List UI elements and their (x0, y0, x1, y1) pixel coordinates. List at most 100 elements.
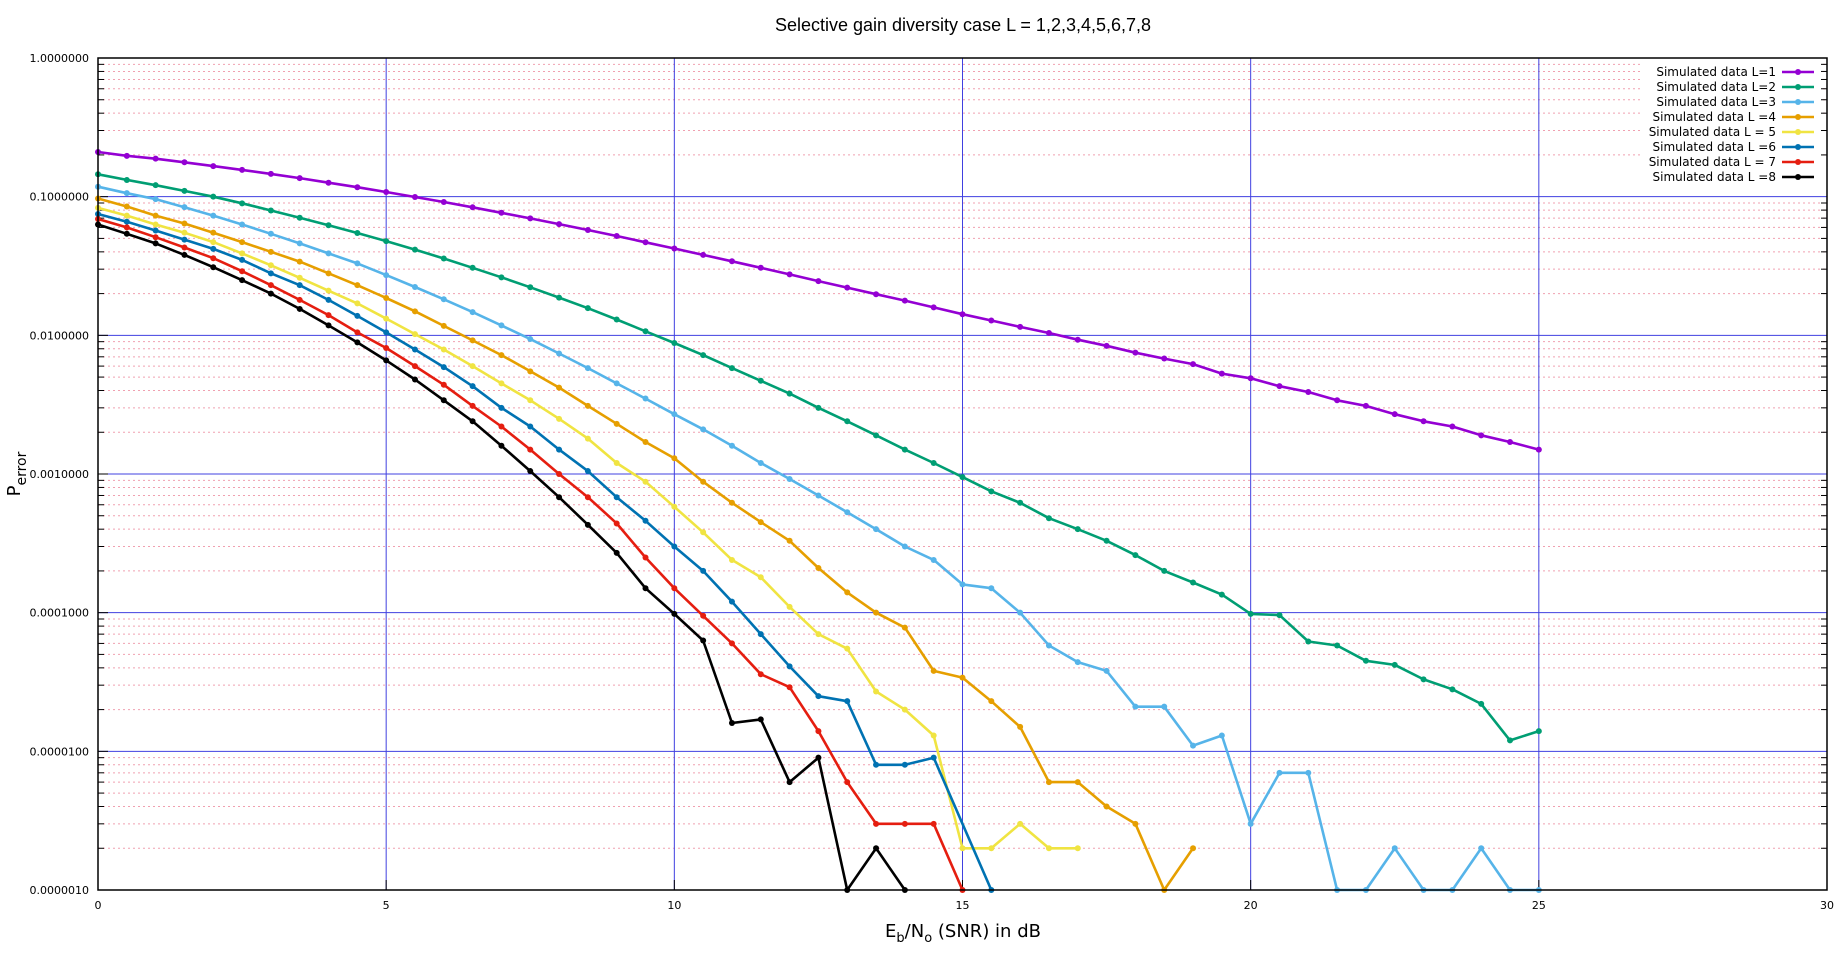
data-point (844, 509, 851, 516)
data-point (267, 248, 274, 255)
data-point (786, 537, 793, 544)
data-point (123, 212, 130, 219)
data-point (757, 716, 764, 723)
data-point (786, 684, 793, 691)
data-point (1507, 737, 1514, 744)
data-point (325, 312, 332, 319)
data-point (1218, 591, 1225, 598)
data-point (786, 390, 793, 397)
data-point (1478, 700, 1485, 707)
data-point (498, 209, 505, 216)
data-point (671, 245, 678, 252)
data-point (152, 240, 159, 247)
data-point (700, 426, 707, 433)
data-point (152, 212, 159, 219)
legend-marker (1795, 69, 1801, 75)
data-point (1507, 439, 1514, 446)
data-point (267, 270, 274, 277)
data-point (642, 554, 649, 561)
x-tick-label: 0 (95, 899, 102, 912)
major-grid (98, 58, 1827, 890)
data-point (1190, 845, 1197, 852)
data-point (700, 637, 707, 644)
data-point (613, 520, 620, 527)
data-point (613, 233, 620, 240)
data-point (498, 423, 505, 430)
data-point (728, 442, 735, 449)
data-point (556, 384, 563, 391)
data-point (181, 229, 188, 236)
data-point (469, 204, 476, 211)
data-point (844, 418, 851, 425)
data-point (210, 229, 217, 236)
data-point (815, 278, 822, 285)
x-label-sub-b: b (896, 931, 904, 946)
data-point (988, 317, 995, 324)
y-label-main: P (4, 485, 25, 496)
data-point (1132, 703, 1139, 710)
legend-marker (1795, 144, 1801, 150)
data-point (1276, 769, 1283, 776)
data-point (181, 220, 188, 227)
legend-label: Simulated data L = 5 (1649, 125, 1776, 139)
legend-marker (1795, 114, 1801, 120)
data-point (1017, 323, 1024, 330)
data-point (1074, 779, 1081, 786)
x-label-mid: /N (905, 921, 925, 942)
x-tick-label: 15 (956, 899, 970, 912)
data-point (440, 397, 447, 404)
data-point (613, 460, 620, 467)
data-point (901, 820, 908, 827)
data-point (642, 478, 649, 485)
data-point (1103, 803, 1110, 810)
data-point (671, 340, 678, 347)
data-point (440, 255, 447, 262)
data-point (383, 272, 390, 279)
data-point (1132, 820, 1139, 827)
data-point (210, 239, 217, 246)
data-point (267, 230, 274, 237)
x-label-main: E (885, 921, 896, 942)
data-point (1478, 845, 1485, 852)
data-point (1420, 676, 1427, 683)
data-point (1161, 703, 1168, 710)
data-point (527, 336, 534, 343)
data-point (527, 284, 534, 291)
data-point (844, 589, 851, 596)
data-point (930, 754, 937, 761)
data-point (383, 357, 390, 364)
data-point (873, 526, 880, 533)
data-point (383, 294, 390, 301)
data-point (988, 585, 995, 592)
data-point (354, 184, 361, 191)
data-point (584, 305, 591, 312)
data-point (239, 239, 246, 246)
data-point (556, 350, 563, 357)
data-point (786, 663, 793, 670)
data-point (757, 377, 764, 384)
data-point (123, 218, 130, 225)
y-tick-label: 1.0000000 (30, 52, 90, 65)
series-group (95, 210, 995, 893)
data-point (1017, 723, 1024, 730)
data-point (584, 468, 591, 475)
y-tick-label: 0.0010000 (30, 468, 90, 481)
series-group (95, 195, 1197, 893)
data-point (959, 311, 966, 318)
data-point (527, 368, 534, 375)
data-point (383, 345, 390, 352)
data-point (815, 404, 822, 411)
data-point (728, 365, 735, 372)
data-point (411, 284, 418, 291)
data-point (411, 331, 418, 338)
data-point (239, 166, 246, 173)
data-point (1161, 567, 1168, 574)
data-point (1074, 336, 1081, 343)
data-point (873, 845, 880, 852)
data-point (181, 251, 188, 258)
data-point (440, 296, 447, 303)
data-point (325, 250, 332, 257)
data-point (267, 262, 274, 269)
